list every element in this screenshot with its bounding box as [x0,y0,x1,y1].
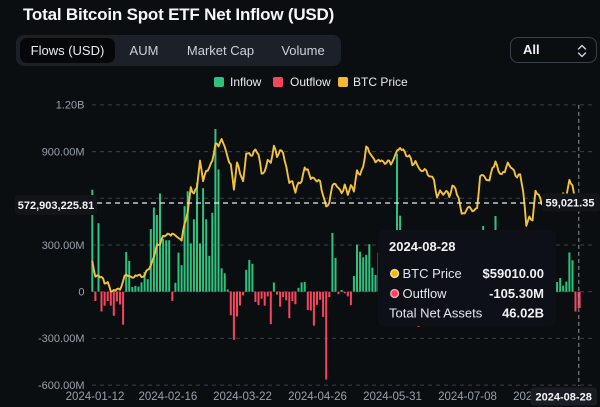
svg-text:572,903,225.81: 572,903,225.81 [18,200,94,212]
svg-text:Outflow: Outflow [403,286,448,301]
svg-text:2024-08-28: 2024-08-28 [389,239,456,254]
svg-text:2024-02-16: 2024-02-16 [138,391,197,403]
svg-text:2024-08-28: 2024-08-28 [536,392,592,404]
svg-text:2024-07-08: 2024-07-08 [438,391,497,403]
svg-text:$59010.00: $59010.00 [483,266,544,281]
svg-text:2024-05-31: 2024-05-31 [363,391,422,403]
svg-text:BTC Price: BTC Price [403,266,462,281]
svg-text:-300.00M: -300.00M [38,333,84,345]
svg-text:2024-04-26: 2024-04-26 [288,391,347,403]
svg-text:300.00M: 300.00M [42,240,85,252]
svg-text:-600.00M: -600.00M [38,380,84,392]
svg-text:2024-01-12: 2024-01-12 [66,391,125,403]
svg-text:46.02B: 46.02B [502,306,544,321]
svg-text:900.00M: 900.00M [42,146,85,158]
svg-text:-105.30M: -105.30M [489,286,544,301]
svg-text:59,021.35: 59,021.35 [546,198,595,210]
svg-text:0: 0 [78,287,84,299]
svg-text:Total Net Assets: Total Net Assets [389,306,483,321]
svg-text:2024-03-22: 2024-03-22 [213,391,272,403]
svg-text:1.20B: 1.20B [56,100,85,112]
